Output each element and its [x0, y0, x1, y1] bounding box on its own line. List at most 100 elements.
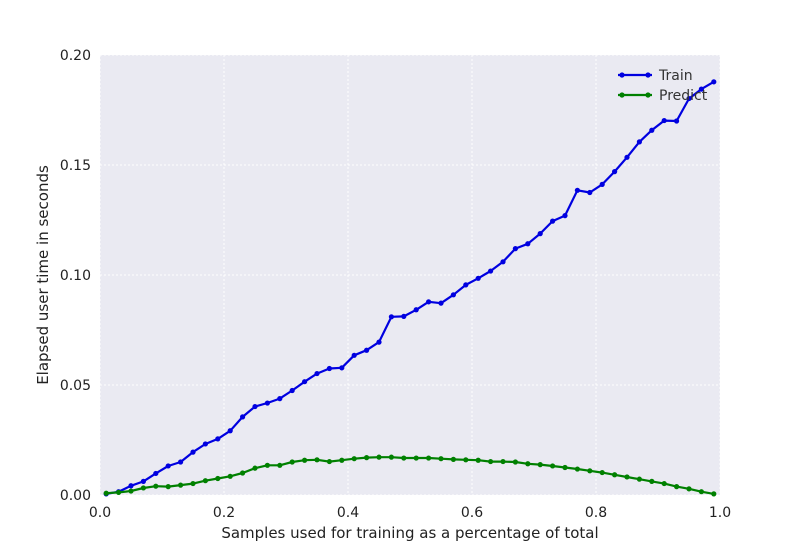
predict-data-point [202, 478, 208, 484]
train-legend-marker [619, 72, 625, 78]
predict-data-point [277, 462, 283, 468]
predict-data-point [227, 473, 233, 479]
train-data-point [624, 154, 630, 160]
predict-data-point [426, 455, 432, 461]
train-data-point [388, 314, 394, 320]
train-data-point [376, 339, 382, 345]
train-data-point [698, 86, 705, 92]
x-axis-label: Samples used for training as a percentag… [221, 524, 598, 542]
train-data-point [674, 118, 680, 124]
predict-data-point [698, 489, 705, 495]
predict-data-point [587, 468, 593, 474]
train-data-point [190, 449, 196, 455]
predict-data-point [190, 480, 196, 487]
predict-data-point [438, 456, 444, 462]
predict-data-point [252, 465, 258, 471]
x-tick-label: 0.2 [213, 505, 235, 521]
train-data-point [438, 300, 444, 306]
train-data-point [401, 313, 407, 319]
y-tick-label: 0.05 [60, 378, 91, 394]
predict-data-point [525, 461, 531, 467]
predict-data-point [140, 485, 146, 491]
y-axis-label: Elapsed user time in seconds [34, 165, 52, 385]
train-data-point [264, 400, 270, 406]
predict-data-point [364, 455, 370, 461]
predict-data-point [537, 462, 543, 468]
train-data-point [686, 95, 692, 102]
train-data-point [426, 299, 432, 305]
predict-data-point [314, 457, 320, 463]
y-tick-label: 0.10 [60, 268, 91, 284]
predict-data-point [388, 454, 394, 460]
predict-data-point [178, 482, 184, 488]
x-tick-label: 0.4 [337, 505, 359, 521]
predict-data-point [116, 489, 122, 495]
predict-data-point [326, 458, 332, 465]
predict-data-point [599, 469, 605, 476]
train-data-point [488, 268, 494, 274]
predict-legend-marker [645, 92, 651, 98]
train-data-point [500, 259, 506, 265]
train-data-point [277, 396, 283, 402]
predict-data-point [500, 458, 506, 465]
train-data-point [165, 463, 171, 469]
train-legend-marker [645, 72, 651, 78]
train-data-point [140, 478, 146, 484]
legend: Train Predict [618, 68, 708, 104]
predict-data-point [240, 470, 246, 476]
predict-data-point [475, 457, 481, 463]
train-data-point [314, 370, 320, 377]
predict-data-point [450, 456, 456, 462]
train-data-point [475, 275, 481, 281]
x-tick-label: 1.0 [709, 505, 731, 521]
train-data-point [153, 470, 159, 477]
train-data-point [512, 246, 519, 252]
predict-data-point [488, 458, 494, 465]
predict-data-point [574, 466, 581, 472]
predict-data-point [339, 457, 345, 463]
train-data-point [215, 436, 221, 442]
train-data-point [525, 241, 531, 247]
train-data-point [537, 231, 543, 237]
predict-data-point [153, 483, 159, 489]
series-group [103, 79, 717, 497]
predict-data-point [674, 484, 680, 490]
predict-legend-marker [619, 92, 625, 98]
train-data-point [463, 282, 469, 288]
x-tick-label: 0.6 [461, 505, 483, 521]
predict-data-point [624, 474, 630, 480]
predict-legend-label: Predict [659, 88, 708, 104]
predict-data-point [103, 490, 109, 496]
x-tick-label: 0.8 [585, 505, 607, 521]
predict-data-point [649, 478, 655, 484]
predict-data-point [302, 457, 308, 463]
y-tick-labels: 0.00 0.05 0.10 0.15 0.20 [60, 48, 91, 504]
train-data-point [252, 403, 258, 410]
predict-data-point [562, 464, 568, 471]
train-data-point [661, 117, 667, 124]
x-tick-label: 0.0 [89, 505, 111, 521]
predict-data-point [128, 488, 134, 494]
x-tick-labels: 0.0 0.2 0.4 0.6 0.8 1.0 [89, 505, 731, 521]
predict-data-point [215, 475, 221, 482]
train-data-point [178, 459, 184, 465]
predict-data-point [165, 484, 171, 490]
train-data-point [202, 441, 208, 447]
predict-data-point [351, 456, 357, 462]
train-data-point [711, 79, 717, 85]
predict-data-point [401, 455, 407, 461]
train-data-point [240, 414, 246, 420]
train-data-point [326, 365, 332, 372]
train-data-point [612, 169, 618, 175]
train-data-point [550, 218, 556, 224]
predict-data-point [661, 480, 667, 487]
train-data-point [227, 428, 233, 434]
train-legend-label: Train [658, 68, 693, 84]
train-data-point [339, 365, 345, 371]
predict-data-point [264, 462, 270, 468]
train-data-point [562, 213, 568, 219]
predict-data-point [376, 454, 382, 460]
predict-data-point [550, 463, 556, 469]
predict-data-point [512, 459, 519, 465]
